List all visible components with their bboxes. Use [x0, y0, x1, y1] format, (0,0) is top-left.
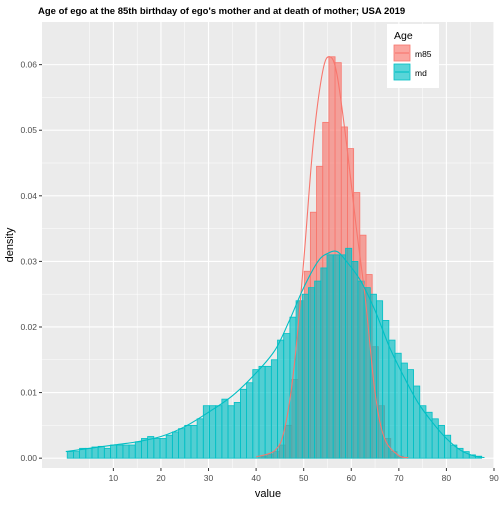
bar-md	[85, 447, 93, 459]
x-tick-label: 70	[394, 473, 404, 483]
bar-md	[103, 447, 111, 459]
bar-md	[240, 388, 247, 459]
bar-md	[277, 339, 285, 459]
density-curve-m85	[255, 56, 409, 459]
density-curve-md	[65, 250, 485, 459]
bars-md	[66, 247, 483, 459]
bar-md	[171, 431, 179, 459]
y-tick-label: 0.02	[20, 322, 37, 332]
x-tick-label: 20	[156, 473, 166, 483]
x-axis-title: value	[255, 488, 281, 500]
bar-md	[215, 405, 223, 459]
bar-md	[221, 398, 229, 459]
bar-md	[196, 418, 204, 459]
bar-md	[233, 402, 241, 459]
density-layer	[65, 56, 485, 459]
bar-md	[320, 267, 328, 459]
bar-md	[209, 405, 217, 459]
bar-md	[97, 445, 105, 459]
bar-md	[258, 365, 266, 459]
bar-md	[431, 418, 439, 459]
axes-layer: 10 20 30 40 50 60 70 80 90 0.00 0.01 0.02 0.03 0.04 0.…	[20, 60, 499, 483]
bars-layer	[66, 56, 483, 459]
x-tick-label: 50	[299, 473, 309, 483]
bar-md	[128, 444, 136, 459]
bar-md	[66, 451, 74, 459]
bar-md	[227, 405, 235, 459]
bar-md	[141, 438, 149, 459]
bar-md	[190, 424, 198, 459]
bar-md	[376, 300, 384, 459]
bar-md	[289, 316, 297, 459]
bar-md	[314, 280, 322, 459]
legend: Age m85 md	[387, 24, 439, 88]
x-tick-label: 30	[204, 473, 214, 483]
bar-md	[264, 365, 272, 459]
bar-md	[425, 411, 433, 459]
y-tick-label: 0.00	[20, 453, 37, 463]
bar-md	[301, 293, 309, 459]
bar-md	[116, 444, 124, 459]
x-tick-label: 80	[442, 473, 452, 483]
bar-md	[91, 446, 99, 459]
legend-label-md: md	[415, 68, 427, 78]
y-tick-label: 0.01	[20, 388, 37, 398]
x-tick-label: 10	[109, 473, 119, 483]
bar-md	[357, 280, 365, 459]
bar-md	[246, 382, 254, 459]
bar-md	[345, 247, 353, 459]
y-tick-label: 0.05	[20, 125, 37, 135]
bar-md	[122, 444, 130, 459]
legend-label-m85: m85	[415, 49, 432, 59]
bar-md	[165, 434, 173, 459]
bar-md	[184, 424, 192, 459]
bar-md	[270, 359, 278, 459]
bar-md	[444, 434, 452, 459]
bar-md	[110, 444, 118, 459]
bar-md	[153, 438, 161, 459]
y-tick-label: 0.06	[20, 60, 37, 70]
bar-md	[73, 451, 80, 459]
bar-md	[159, 438, 167, 459]
bar-md	[252, 369, 260, 459]
legend-title: Age	[394, 30, 413, 42]
bar-md	[338, 254, 346, 459]
bar-md	[326, 254, 334, 459]
x-tick-label: 60	[347, 473, 357, 483]
x-tick-label: 90	[489, 473, 499, 483]
bar-md	[308, 287, 316, 459]
chart-title: Age of ego at the 85th birthday of ego's…	[38, 6, 405, 17]
bar-md	[351, 260, 359, 459]
y-axis-title: density	[4, 227, 16, 262]
x-tick-label: 40	[251, 473, 261, 483]
bar-md	[295, 300, 303, 459]
y-tick-label: 0.03	[20, 256, 37, 266]
bar-md	[407, 369, 414, 459]
bar-md	[382, 320, 390, 459]
bar-md	[134, 441, 142, 459]
bar-md	[283, 333, 291, 459]
bar-md	[332, 254, 340, 459]
bar-md	[178, 428, 186, 459]
y-tick-label: 0.04	[20, 191, 37, 201]
